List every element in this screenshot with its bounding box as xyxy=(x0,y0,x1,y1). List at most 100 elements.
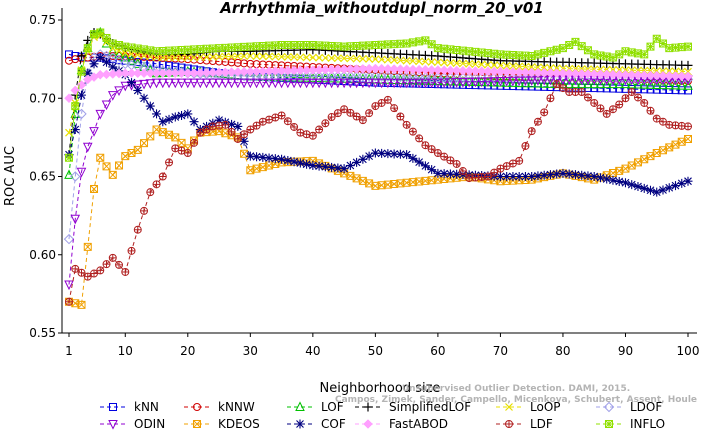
point-inflo xyxy=(652,34,661,43)
point-inflo xyxy=(665,44,674,53)
point-simplifiedlof xyxy=(77,51,87,61)
point-cof xyxy=(427,165,437,175)
point-inflo xyxy=(527,51,536,60)
point-fastabod xyxy=(370,63,381,74)
point-odin xyxy=(483,77,493,87)
point-cof xyxy=(564,169,574,179)
point-cof xyxy=(533,171,543,181)
point-cof xyxy=(127,78,137,88)
point-odin xyxy=(295,78,306,89)
point-odin xyxy=(401,78,412,89)
point-lof xyxy=(633,78,643,89)
point-loop xyxy=(496,61,505,70)
point-lof xyxy=(533,77,543,88)
legend-item-lof: LOF xyxy=(287,400,344,414)
legend-label-odin: ODIN xyxy=(134,417,165,431)
point-ldf xyxy=(527,127,536,136)
point-ldf xyxy=(602,109,611,118)
point-lof xyxy=(608,78,618,89)
point-cof xyxy=(83,68,93,78)
point-lof xyxy=(645,79,656,89)
y-tick-label: 0.70 xyxy=(29,91,56,105)
point-odin xyxy=(201,78,212,89)
point-ldf xyxy=(458,167,467,176)
point-ldf xyxy=(333,109,342,118)
legend-label-loop: LoOP xyxy=(530,400,561,414)
point-fastabod xyxy=(464,66,475,76)
x-tick-label: 70 xyxy=(493,344,508,358)
point-odin xyxy=(289,78,299,89)
point-fastabod xyxy=(501,66,512,77)
point-odin xyxy=(420,78,431,89)
point-kdeos xyxy=(133,145,142,154)
point-cof xyxy=(577,170,587,180)
point-loop xyxy=(171,53,180,62)
point-inflo xyxy=(583,46,592,55)
point-loop xyxy=(340,54,349,63)
point-ldf xyxy=(152,180,161,189)
point-cof xyxy=(308,161,318,171)
point-fastabod xyxy=(670,71,681,81)
legend-item-odin: ODIN xyxy=(100,417,165,431)
point-knn xyxy=(671,86,680,95)
point-ldf xyxy=(127,246,136,255)
point-odin xyxy=(107,91,118,101)
point-kdeos xyxy=(96,153,105,162)
point-fastabod xyxy=(551,68,562,78)
point-cof xyxy=(177,110,187,120)
watermark-line-2: Campos, Zimek, Sander, Campello, Micenko… xyxy=(335,395,697,405)
point-knn xyxy=(652,85,661,94)
point-cof xyxy=(445,169,455,179)
point-ldf xyxy=(158,172,167,181)
point-odin xyxy=(145,79,156,89)
point-loop xyxy=(452,59,461,68)
point-odin xyxy=(164,78,174,89)
legend-item-fastabod: FastABOD xyxy=(355,417,448,431)
point-cof xyxy=(608,175,618,185)
point-inflo xyxy=(571,37,580,46)
legend-item-ldf: LDF xyxy=(496,417,553,431)
axes: 0.55 0.60 0.65 0.70 0.75 1 10 20 30 40 50 60 70 80 90 1… xyxy=(29,8,699,358)
point-fastabod xyxy=(433,65,443,75)
point-ldf xyxy=(115,260,124,269)
point-loop xyxy=(377,55,386,64)
point-fastabod xyxy=(470,66,481,76)
point-odin xyxy=(220,78,231,89)
point-odin xyxy=(214,78,224,89)
point-ldf xyxy=(96,266,105,275)
legend-label-fastabod: FastABOD xyxy=(389,417,448,431)
point-odin xyxy=(339,78,349,89)
point-ldf xyxy=(327,113,336,122)
point-inflo xyxy=(546,47,555,56)
point-inflo xyxy=(677,43,686,52)
point-ldf xyxy=(483,172,492,181)
legend-label-knn: kNN xyxy=(134,400,159,414)
point-knn xyxy=(677,86,686,95)
point-cof xyxy=(183,109,193,119)
point-ldf xyxy=(390,104,399,113)
point-inflo xyxy=(640,50,649,59)
point-lof xyxy=(595,78,606,89)
point-fastabod xyxy=(583,68,593,79)
point-cof xyxy=(383,149,393,159)
point-loop xyxy=(371,55,380,64)
point-inflo xyxy=(65,153,73,162)
point-ldf xyxy=(546,94,555,103)
point-ldf xyxy=(402,120,411,129)
point-ldf xyxy=(252,121,261,130)
point-ldf xyxy=(308,131,317,140)
point-lof xyxy=(508,77,518,87)
point-fastabod xyxy=(676,71,687,82)
point-ldf xyxy=(227,127,236,136)
point-inflo xyxy=(658,39,667,48)
point-cof xyxy=(389,149,399,159)
point-odin xyxy=(258,78,268,89)
point-odin xyxy=(333,78,343,89)
point-cof xyxy=(370,148,380,158)
point-lof xyxy=(589,78,600,89)
point-cof xyxy=(108,62,118,72)
x-tick-label: 10 xyxy=(118,344,133,358)
point-loop xyxy=(490,61,499,69)
legend-marker-inflo xyxy=(605,420,613,428)
